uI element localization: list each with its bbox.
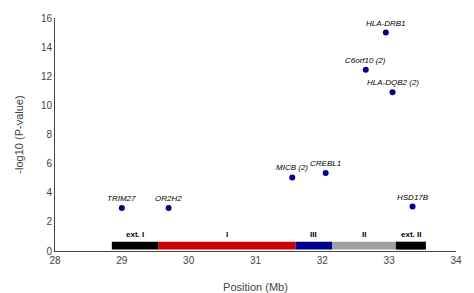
svg-text:33: 33 bbox=[384, 255, 396, 266]
svg-text:TRIM27: TRIM27 bbox=[107, 194, 136, 203]
svg-text:ext. II: ext. II bbox=[401, 230, 421, 239]
svg-text:OR2H2: OR2H2 bbox=[155, 194, 182, 203]
svg-text:HLA-DRB1: HLA-DRB1 bbox=[366, 19, 406, 28]
svg-text:29: 29 bbox=[116, 255, 128, 266]
svg-text:ext. I: ext. I bbox=[126, 230, 144, 239]
svg-text:32: 32 bbox=[317, 255, 329, 266]
svg-text:2: 2 bbox=[46, 216, 52, 227]
svg-text:0: 0 bbox=[46, 246, 52, 257]
svg-text:31: 31 bbox=[250, 255, 262, 266]
svg-text:HLA-DQB2 (2): HLA-DQB2 (2) bbox=[367, 78, 419, 87]
svg-text:14: 14 bbox=[41, 42, 53, 53]
svg-text:30: 30 bbox=[183, 255, 195, 266]
svg-text:34: 34 bbox=[450, 255, 462, 266]
svg-text:12: 12 bbox=[41, 71, 53, 82]
svg-text:II: II bbox=[362, 230, 366, 239]
svg-text:C6orf10 (2): C6orf10 (2) bbox=[345, 56, 386, 65]
svg-text:MICB (2): MICB (2) bbox=[276, 163, 308, 172]
svg-text:4: 4 bbox=[46, 187, 52, 198]
svg-text:8: 8 bbox=[46, 129, 52, 140]
svg-text:HSD17B: HSD17B bbox=[397, 193, 429, 202]
svg-text:Position (Mb): Position (Mb) bbox=[223, 281, 288, 293]
svg-text:III: III bbox=[310, 230, 317, 239]
svg-text:28: 28 bbox=[49, 255, 61, 266]
svg-text:CREBL1: CREBL1 bbox=[310, 159, 341, 168]
svg-text:6: 6 bbox=[46, 158, 52, 169]
svg-text:16: 16 bbox=[41, 13, 53, 24]
svg-text:-log10 (P-value): -log10 (P-value) bbox=[13, 95, 25, 173]
svg-text:I: I bbox=[226, 230, 228, 239]
svg-text:10: 10 bbox=[41, 100, 53, 111]
